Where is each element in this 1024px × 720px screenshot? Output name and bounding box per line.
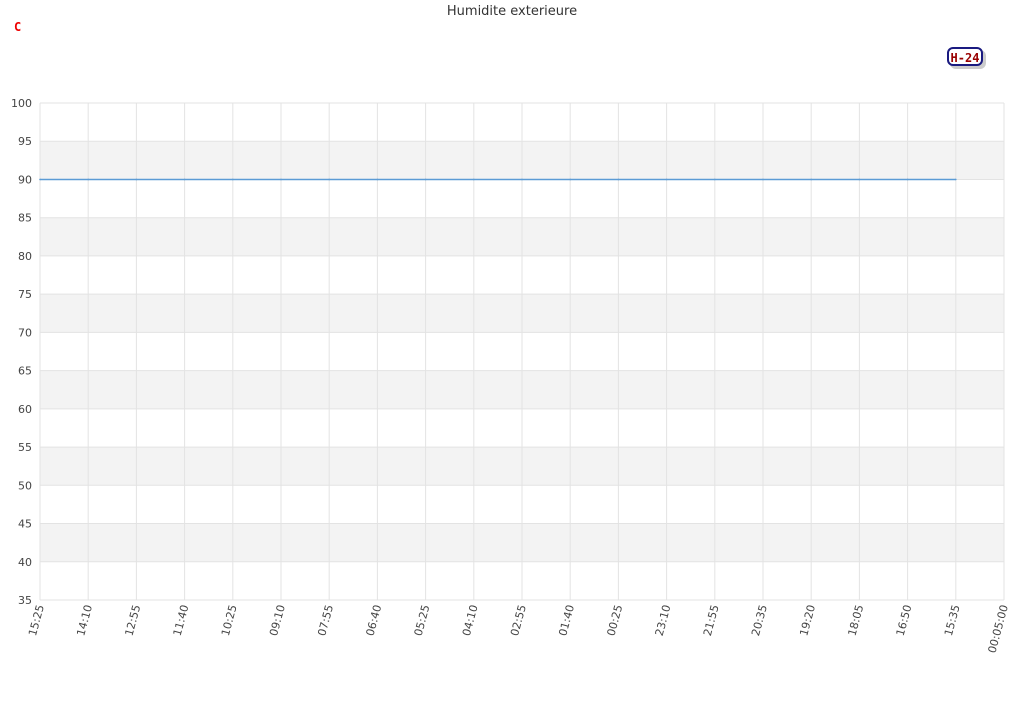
- x-tick-label: 07:55: [315, 603, 336, 637]
- y-tick-label: 80: [18, 250, 32, 263]
- x-tick-label: 23:10: [653, 603, 674, 637]
- x-tick-label: 18:05: [846, 603, 867, 637]
- data-point: [376, 178, 379, 181]
- y-tick-label: 90: [18, 173, 32, 186]
- data-point: [424, 178, 427, 181]
- data-point: [762, 178, 764, 181]
- data-point: [232, 178, 234, 181]
- x-tick-label: 15:25: [26, 603, 47, 637]
- data-point: [617, 178, 620, 181]
- y-tick-label: 55: [18, 441, 32, 454]
- y-tick-label: 100: [11, 97, 32, 110]
- x-tick-label: 20:35: [749, 603, 770, 637]
- data-point: [665, 178, 668, 181]
- x-tick-label: 05:25: [412, 603, 433, 637]
- data-point: [280, 178, 282, 181]
- x-tick-label: 11:40: [171, 603, 192, 637]
- y-tick-label: 95: [18, 135, 32, 148]
- x-tick-label: 01:40: [556, 603, 577, 637]
- y-tick-label: 65: [18, 365, 32, 378]
- data-point: [328, 178, 331, 181]
- y-tick-label: 70: [18, 326, 32, 339]
- x-tick-label: 21:55: [701, 603, 722, 637]
- y-tick-label: 75: [18, 288, 32, 301]
- y-tick-label: 35: [18, 594, 32, 607]
- y-tick-label: 85: [18, 212, 32, 225]
- data-point: [714, 178, 716, 181]
- x-tick-label: 09:10: [267, 603, 288, 637]
- data-point: [473, 178, 475, 181]
- x-tick-label: 12:55: [123, 603, 144, 637]
- data-point: [906, 178, 909, 181]
- data-point: [569, 178, 571, 181]
- x-tick-label: 00:05:00: [986, 603, 1011, 654]
- chart-title: Humidite exterieure: [446, 4, 578, 19]
- y-tick-label: 40: [18, 556, 32, 569]
- x-tick-label: 14:10: [74, 603, 95, 637]
- data-point: [521, 178, 523, 181]
- data-point: [955, 178, 957, 181]
- x-tick-label: 19:20: [797, 603, 818, 637]
- data-point: [858, 178, 861, 181]
- x-tick-label: 06:40: [364, 603, 385, 637]
- y-tick-label: 45: [18, 518, 32, 531]
- corner-label: C: [14, 20, 22, 34]
- data-point: [183, 178, 186, 181]
- range-h24-button[interactable]: H-24: [947, 47, 983, 66]
- data-point: [135, 178, 138, 181]
- data-point: [810, 178, 812, 181]
- data-point: [87, 178, 89, 181]
- y-tick-label: 50: [18, 479, 32, 492]
- y-tick-label: 60: [18, 403, 32, 416]
- x-tick-label: 16:50: [894, 603, 915, 637]
- x-tick-label: 04:10: [460, 603, 481, 637]
- x-tick-label: 00:25: [605, 603, 626, 637]
- x-tick-label: 02:55: [508, 603, 529, 637]
- x-tick-label: 10:25: [219, 603, 240, 637]
- x-tick-label: 15:35: [942, 603, 963, 637]
- data-point: [39, 178, 41, 181]
